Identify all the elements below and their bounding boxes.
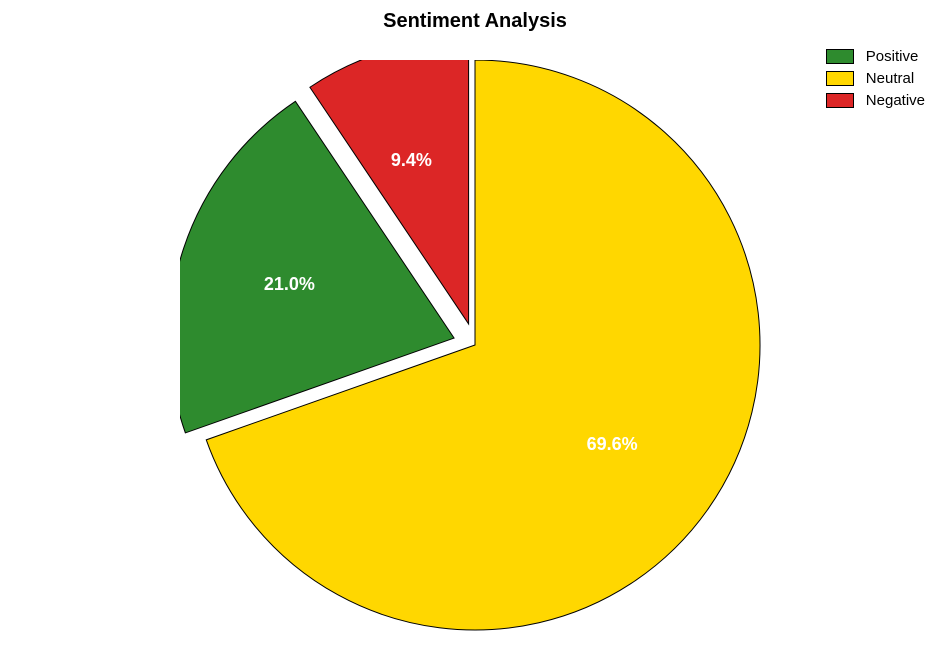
legend-item-positive: Positive: [826, 48, 925, 65]
legend-label: Positive: [866, 48, 919, 65]
slice-label-neutral: 69.6%: [587, 434, 638, 455]
legend-swatch: [826, 93, 854, 108]
chart-legend: Positive Neutral Negative: [826, 48, 925, 114]
slice-label-negative: 9.4%: [391, 150, 432, 171]
pie-chart-svg: [180, 60, 770, 650]
legend-item-neutral: Neutral: [826, 70, 925, 87]
legend-swatch: [826, 71, 854, 86]
chart-title: Sentiment Analysis: [383, 10, 567, 33]
slice-label-positive: 21.0%: [264, 274, 315, 295]
legend-swatch: [826, 49, 854, 64]
legend-label: Neutral: [866, 70, 914, 87]
pie-chart-container: Sentiment Analysis 69.6% 21.0% 9.4% Positi…: [0, 0, 950, 662]
legend-item-negative: Negative: [826, 92, 925, 109]
legend-label: Negative: [866, 92, 925, 109]
